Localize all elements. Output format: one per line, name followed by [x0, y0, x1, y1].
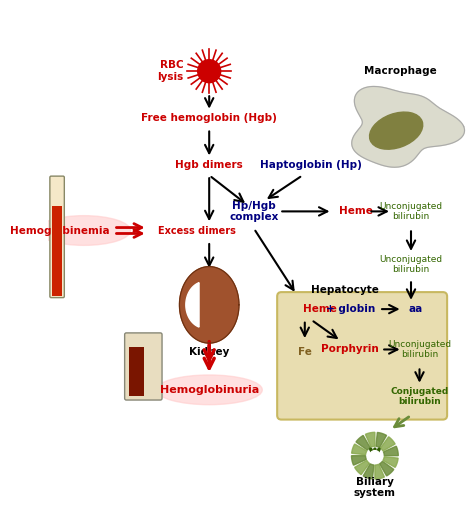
Bar	[52, 206, 62, 296]
Text: Hp/Hgb
complex: Hp/Hgb complex	[229, 200, 279, 222]
FancyBboxPatch shape	[50, 176, 64, 298]
Text: aa: aa	[409, 304, 423, 314]
Polygon shape	[186, 282, 199, 327]
Polygon shape	[381, 437, 395, 451]
Text: Macrophage: Macrophage	[364, 66, 437, 76]
Text: Heme: Heme	[339, 206, 373, 216]
Polygon shape	[380, 461, 394, 476]
FancyBboxPatch shape	[125, 333, 162, 400]
Text: Porphyrin: Porphyrin	[320, 344, 378, 354]
Polygon shape	[180, 267, 239, 343]
Text: Free hemoglobin (Hgb): Free hemoglobin (Hgb)	[141, 113, 277, 123]
Text: RBC
lysis: RBC lysis	[157, 60, 184, 82]
Polygon shape	[352, 444, 367, 455]
Text: Unconjugated
bilirubin: Unconjugated bilirubin	[380, 202, 443, 221]
Text: Fe: Fe	[298, 346, 312, 357]
Text: Unconjugated
bilirubin: Unconjugated bilirubin	[380, 255, 443, 274]
Polygon shape	[352, 86, 465, 167]
Polygon shape	[355, 460, 369, 475]
Text: Excess dimers: Excess dimers	[157, 225, 236, 235]
Text: Haptoglobin (Hp): Haptoglobin (Hp)	[260, 160, 362, 170]
Text: Heme: Heme	[303, 304, 337, 314]
Polygon shape	[383, 457, 398, 468]
Polygon shape	[363, 464, 374, 479]
Text: Hepatocyte: Hepatocyte	[311, 285, 379, 295]
Circle shape	[198, 60, 221, 83]
Polygon shape	[376, 432, 387, 448]
Polygon shape	[365, 432, 375, 447]
FancyBboxPatch shape	[277, 292, 447, 419]
Ellipse shape	[370, 112, 423, 149]
Polygon shape	[383, 446, 398, 455]
Text: Kidney: Kidney	[189, 346, 229, 357]
Ellipse shape	[156, 375, 262, 405]
Text: Hgb dimers: Hgb dimers	[175, 160, 243, 170]
Bar	[129, 348, 144, 396]
Polygon shape	[356, 435, 370, 450]
Text: Hemoglobinemia: Hemoglobinemia	[10, 225, 109, 235]
Circle shape	[370, 451, 380, 461]
Polygon shape	[352, 455, 366, 465]
Text: Biliary
system: Biliary system	[354, 477, 396, 498]
Polygon shape	[375, 464, 384, 479]
Text: + globin: + globin	[326, 304, 375, 314]
Text: Unconjugated
bilirubin: Unconjugated bilirubin	[388, 340, 451, 359]
Text: Conjugated
bilirubin: Conjugated bilirubin	[391, 387, 448, 406]
Ellipse shape	[37, 216, 131, 245]
Text: Hemoglobinuria: Hemoglobinuria	[160, 385, 259, 395]
